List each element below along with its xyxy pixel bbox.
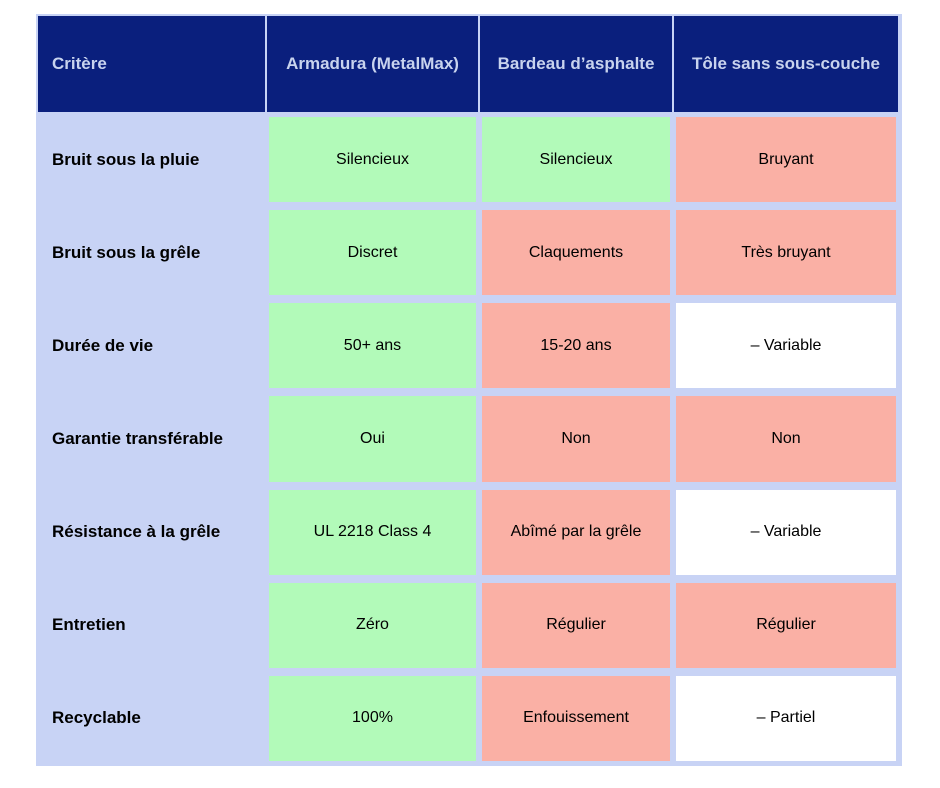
table-cell: Non [674, 393, 898, 484]
cell-value: Zéro [269, 582, 476, 668]
cell-value: Régulier [676, 582, 896, 668]
cell-value: Non [482, 396, 670, 482]
cell-value: Régulier [482, 582, 670, 668]
table-cell: Silencieux [480, 114, 672, 205]
table-cell: – Variable [674, 300, 898, 391]
row-label: Entretien [52, 615, 126, 635]
cell-value: 15-20 ans [482, 303, 670, 389]
comparison-table: Critère Armadura (MetalMax) Bardeau d’asph… [36, 14, 902, 766]
table-cell: Bruyant [674, 114, 898, 205]
table-cell: Claquements [480, 207, 672, 298]
row-label: Recyclable [52, 708, 141, 728]
table-cell: Régulier [674, 580, 898, 671]
table-cell: Silencieux [267, 114, 478, 205]
row-label: Garantie transférable [52, 428, 224, 448]
cell-value: – Partiel [676, 675, 896, 761]
cell-value: – Variable [676, 303, 896, 389]
column-header: Armadura (MetalMax) [267, 16, 478, 112]
table-cell: – Variable [674, 487, 898, 578]
row-label: Durée de vie [52, 335, 154, 355]
row-label: Bruit sous la pluie [52, 149, 200, 169]
table-cell: Enfouissement [480, 673, 672, 764]
table-cell: 100% [267, 673, 478, 764]
table-cell: 15-20 ans [480, 300, 672, 391]
table-cell: Régulier [480, 580, 672, 671]
table-cell: – Partiel [674, 673, 898, 764]
table-cell: Abîmé par la grêle [480, 487, 672, 578]
cell-value: Enfouissement [482, 675, 670, 761]
comparison-table-grid: Critère Armadura (MetalMax) Bardeau d’asph… [38, 16, 900, 764]
cell-value: UL 2218 Class 4 [269, 489, 476, 575]
row-label: Bruit sous la grêle [52, 242, 201, 262]
table-cell: Très bruyant [674, 207, 898, 298]
table-cell: Discret [267, 207, 478, 298]
cell-value: 50+ ans [269, 303, 476, 389]
cell-value: Bruyant [676, 117, 896, 203]
cell-value: Non [676, 396, 896, 482]
column-header: Tôle sans sous-couche [674, 16, 898, 112]
table-cell: UL 2218 Class 4 [267, 487, 478, 578]
cell-value: – Variable [676, 489, 896, 575]
cell-value: Très bruyant [676, 210, 896, 296]
column-header: Critère [38, 16, 265, 112]
cell-value: Silencieux [269, 117, 476, 203]
cell-value: Claquements [482, 210, 670, 296]
cell-value: 100% [269, 675, 476, 761]
column-header: Bardeau d’asphalte [480, 16, 672, 112]
table-cell: 50+ ans [267, 300, 478, 391]
table-cell: Oui [267, 393, 478, 484]
cell-value: Silencieux [482, 117, 670, 203]
table-cell: Zéro [267, 580, 478, 671]
table-cell: Non [480, 393, 672, 484]
cell-value: Abîmé par la grêle [482, 489, 670, 575]
cell-value: Discret [269, 210, 476, 296]
cell-value: Oui [269, 396, 476, 482]
row-label: Résistance à la grêle [52, 522, 221, 542]
